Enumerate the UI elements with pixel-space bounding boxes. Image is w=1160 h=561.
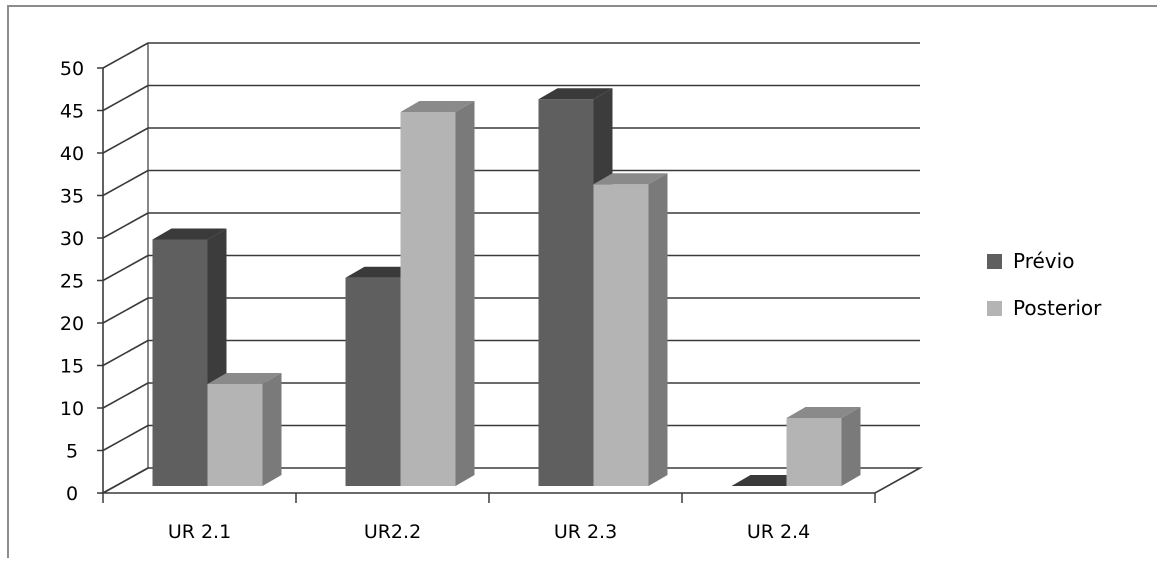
bar-posterior (593, 173, 668, 486)
axes (97, 43, 924, 503)
y-tick-label: 10 (60, 398, 84, 420)
gridline-depth (102, 84, 149, 112)
gridline-depth (102, 127, 149, 154)
category-labels: UR 2.1 UR2.2 UR 2.3 UR 2.4 (168, 521, 810, 543)
y-tick-label: 40 (60, 143, 84, 165)
bar-side (262, 373, 282, 486)
bar-posterior (207, 373, 282, 486)
gridline-depth (102, 297, 149, 324)
legend: Prévio Posterior (987, 249, 1102, 320)
bars (152, 88, 861, 486)
bar-front (152, 239, 208, 486)
y-tick-label: 35 (60, 186, 84, 208)
bar-posterior (400, 101, 475, 486)
bar-front (400, 112, 456, 486)
category-label: UR 2.1 (168, 521, 231, 543)
y-tick-labels: 0 5 10 15 20 25 30 35 40 45 50 (60, 58, 84, 505)
y-tick-label: 25 (60, 271, 84, 293)
y-tick-label: 20 (60, 313, 84, 335)
bar-side (648, 173, 668, 486)
y-tick-label: 5 (66, 441, 78, 463)
bar-front (538, 99, 594, 486)
legend-label: Posterior (1013, 296, 1102, 320)
bar-top (538, 88, 613, 100)
gridline-depth (102, 169, 149, 197)
legend-swatch (987, 254, 1002, 269)
legend-swatch (987, 301, 1002, 316)
bar-front (345, 277, 401, 486)
bar-top (593, 173, 668, 185)
y-tick-label: 15 (60, 356, 84, 378)
y-tick-label: 30 (60, 228, 84, 250)
gridline-depth (102, 212, 149, 239)
category-label: UR 2.3 (554, 521, 617, 543)
bar-side (455, 101, 475, 486)
gridline-depth (102, 42, 149, 69)
gridline-depth (102, 382, 149, 409)
category-label: UR2.2 (364, 521, 421, 543)
bar-top (786, 407, 861, 418)
gridline-depth (102, 254, 149, 282)
y-tick-label: 50 (60, 58, 84, 80)
gridline-depth (102, 339, 149, 367)
bar-front (593, 184, 649, 486)
gridline-depth (102, 424, 149, 452)
legend-label: Prévio (1013, 249, 1074, 273)
category-label: UR 2.4 (747, 521, 810, 543)
bar-front (786, 418, 842, 486)
y-tick-label: 45 (60, 101, 84, 123)
bar-posterior (786, 407, 861, 486)
bar-top (207, 373, 282, 384)
bar-front (207, 384, 263, 486)
bar-side (841, 407, 861, 486)
bar-top (152, 228, 227, 240)
y-tick-label: 0 (66, 483, 78, 505)
bar-top (400, 101, 475, 112)
floor (99, 467, 924, 494)
